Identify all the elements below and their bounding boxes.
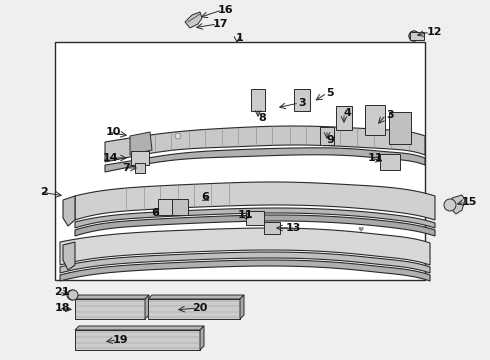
Text: 17: 17 (212, 19, 228, 29)
Bar (320, 127, 334, 145)
Text: 9: 9 (326, 135, 334, 145)
Polygon shape (452, 195, 465, 214)
Polygon shape (105, 126, 425, 162)
Text: 18: 18 (54, 303, 70, 313)
Text: 12: 12 (426, 27, 442, 37)
Polygon shape (75, 299, 145, 319)
Text: 7: 7 (122, 163, 130, 173)
Bar (246, 211, 264, 225)
Polygon shape (63, 196, 75, 226)
Polygon shape (60, 252, 430, 273)
Bar (55, 42, 425, 280)
Text: 2: 2 (40, 187, 48, 197)
Text: 16: 16 (217, 5, 233, 15)
Circle shape (175, 133, 181, 139)
Polygon shape (60, 260, 430, 281)
Bar (251, 89, 265, 111)
Text: 10: 10 (105, 127, 121, 137)
Bar (135, 163, 145, 173)
Bar (158, 199, 172, 215)
Text: 13: 13 (285, 223, 301, 233)
Polygon shape (185, 12, 202, 28)
Polygon shape (145, 295, 149, 319)
Bar (410, 32, 424, 40)
Polygon shape (75, 295, 149, 299)
Text: 19: 19 (112, 335, 128, 345)
Text: 6: 6 (151, 208, 159, 218)
Text: 4: 4 (343, 108, 351, 118)
Polygon shape (148, 299, 240, 319)
Text: 5: 5 (326, 88, 334, 98)
Polygon shape (75, 330, 200, 350)
Bar (336, 106, 352, 130)
Text: 20: 20 (192, 303, 208, 313)
Polygon shape (60, 228, 430, 265)
Polygon shape (148, 295, 244, 299)
Text: 21: 21 (54, 287, 70, 297)
Bar (131, 151, 149, 165)
Bar (389, 112, 411, 144)
Text: 14: 14 (102, 153, 118, 163)
Circle shape (409, 31, 419, 41)
Bar (365, 105, 385, 135)
Text: 1: 1 (236, 33, 244, 43)
Text: 3: 3 (386, 110, 394, 120)
Text: 15: 15 (461, 197, 477, 207)
Bar (172, 199, 188, 215)
Polygon shape (130, 132, 152, 155)
Polygon shape (75, 326, 204, 330)
Polygon shape (200, 326, 204, 350)
Polygon shape (75, 215, 435, 236)
Text: 3: 3 (298, 98, 306, 108)
Text: ♥: ♥ (357, 227, 363, 233)
Bar (380, 154, 400, 170)
Bar (294, 89, 310, 111)
Text: 8: 8 (258, 113, 266, 123)
Polygon shape (75, 208, 435, 228)
Polygon shape (75, 182, 435, 220)
Polygon shape (240, 295, 244, 319)
Text: 11: 11 (367, 153, 383, 163)
Polygon shape (63, 242, 75, 270)
Bar (264, 222, 280, 234)
Polygon shape (105, 148, 425, 172)
Circle shape (444, 199, 456, 211)
Circle shape (409, 31, 419, 41)
Text: 6: 6 (201, 192, 209, 202)
Text: 11: 11 (237, 210, 253, 220)
Circle shape (68, 290, 78, 300)
Circle shape (67, 290, 77, 300)
